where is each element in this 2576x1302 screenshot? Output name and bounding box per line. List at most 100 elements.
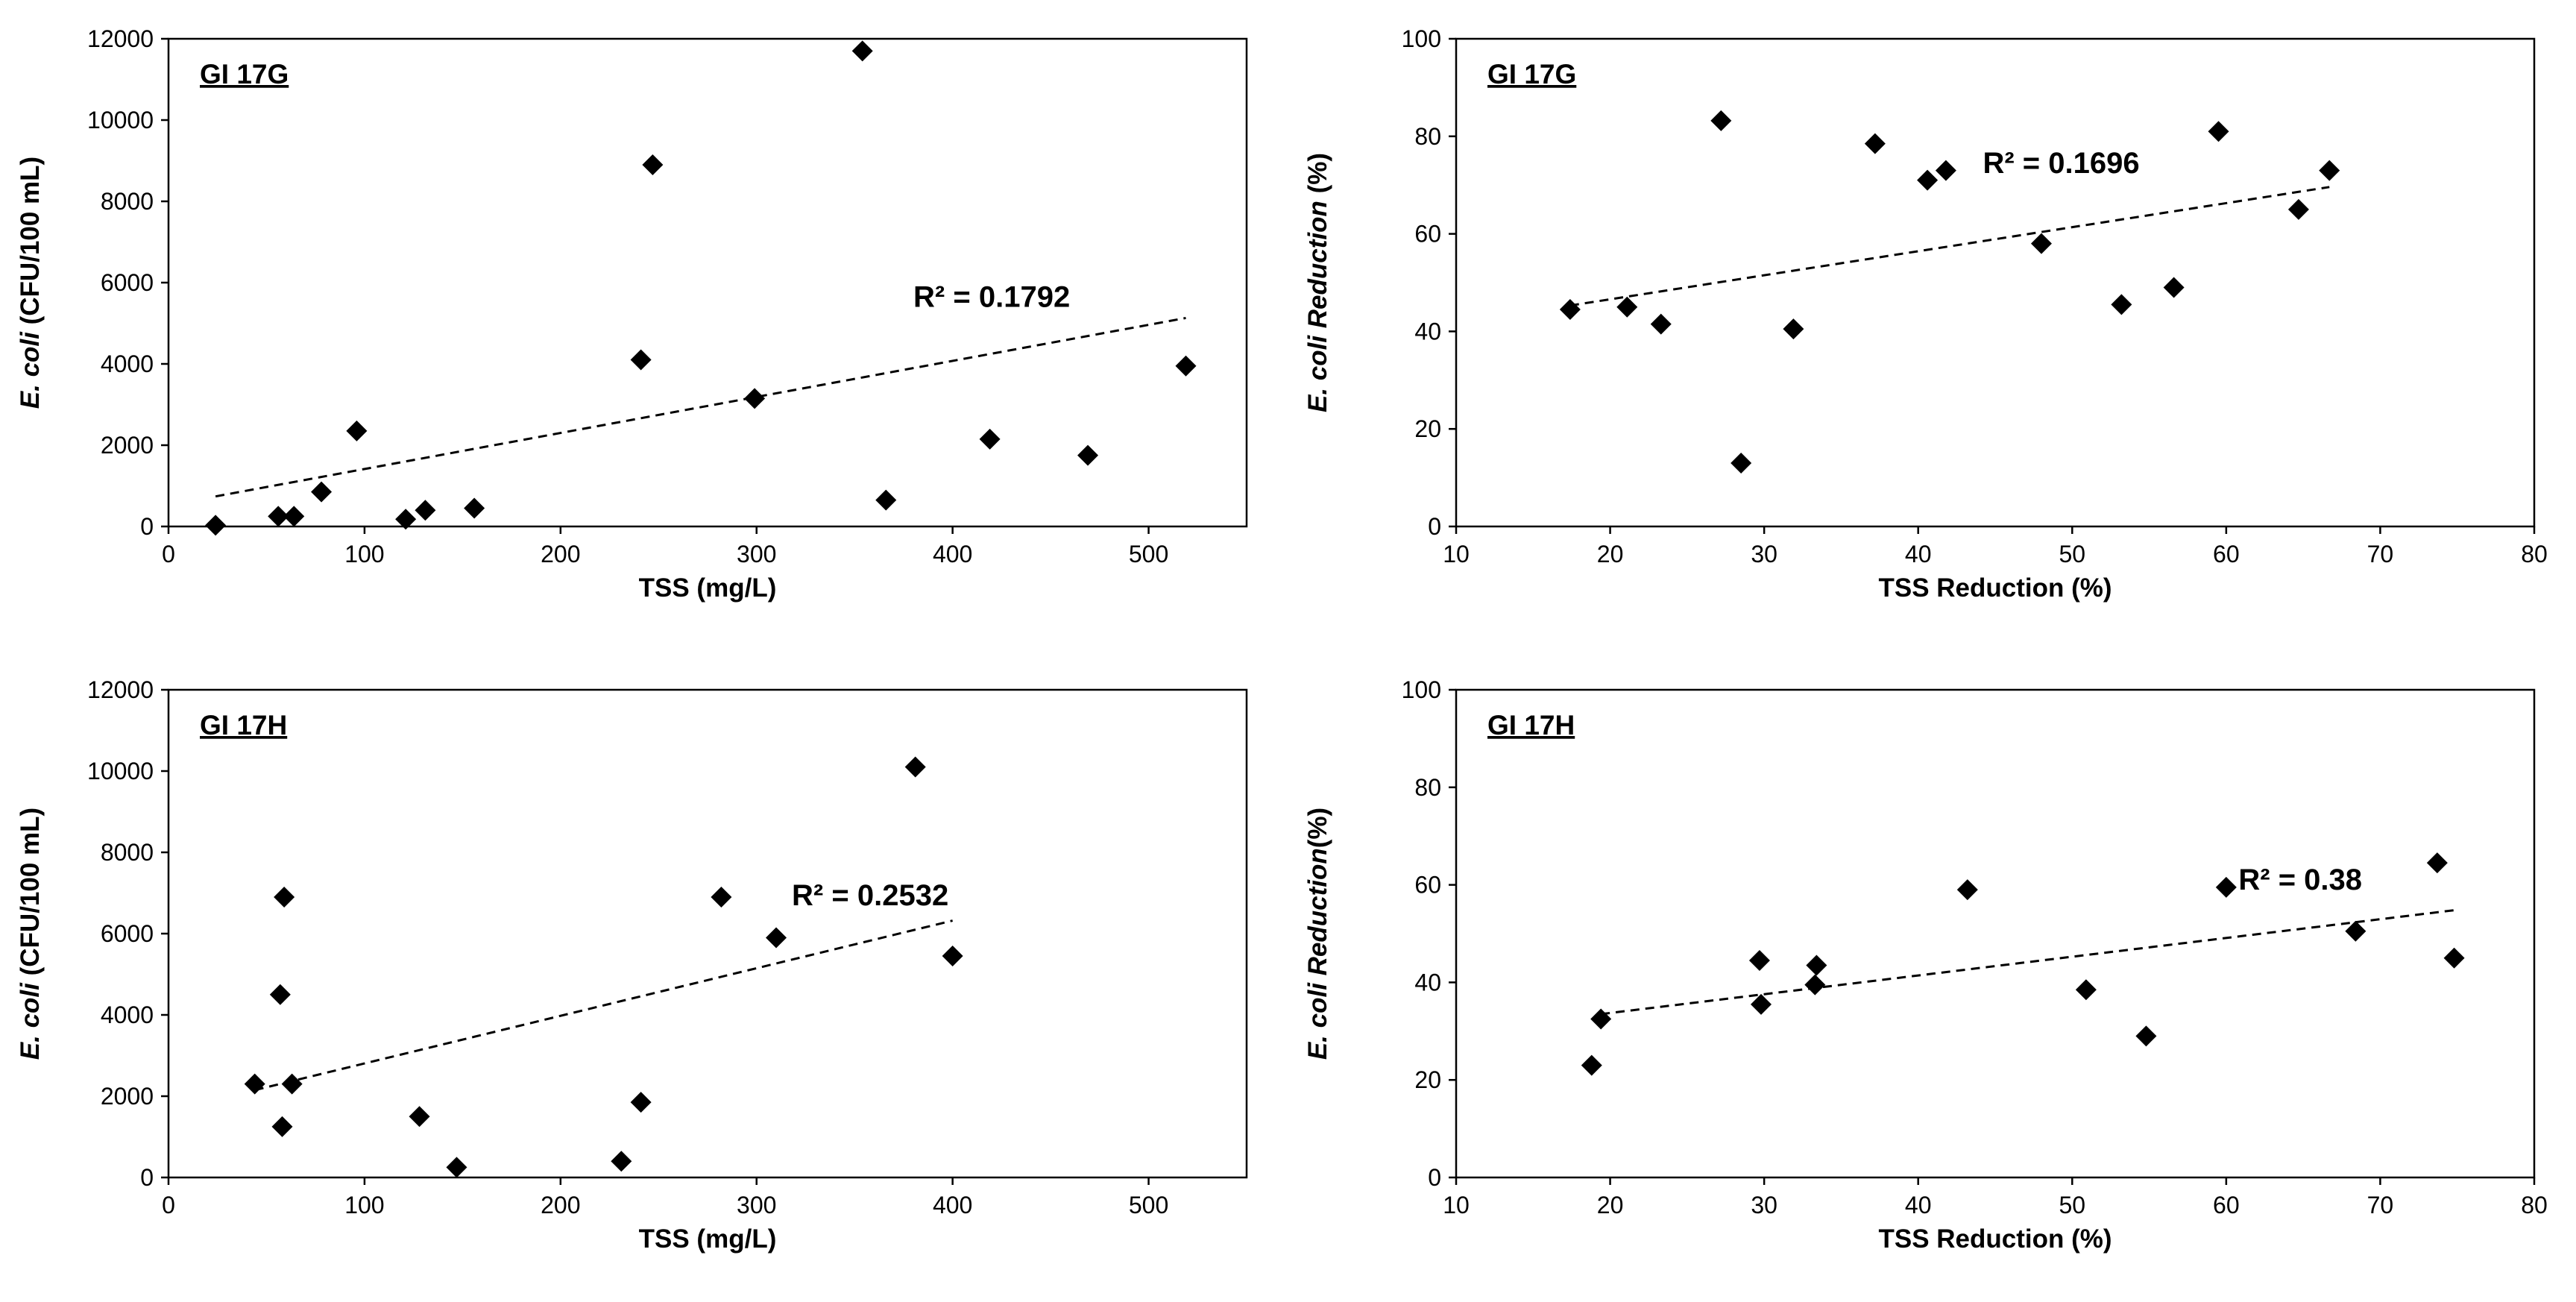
data-point-marker — [268, 506, 289, 527]
data-point-marker — [464, 497, 485, 519]
x-tick-label: 100 — [344, 541, 384, 567]
data-point-marker — [244, 1073, 265, 1095]
data-point-marker — [446, 1157, 467, 1178]
series-title: GI 17H — [1487, 710, 1575, 740]
data-point-marker — [205, 515, 227, 536]
data-point-marker — [2287, 198, 2309, 220]
y-tick-label: 8000 — [101, 188, 154, 215]
y-tick-label: 8000 — [101, 839, 154, 866]
y-tick-label: 10000 — [87, 107, 154, 133]
data-point-marker — [1935, 160, 1956, 181]
y-tick-label: 100 — [1402, 676, 1441, 703]
y-tick-label: 80 — [1414, 774, 1441, 801]
y-tick-label: 60 — [1414, 872, 1441, 899]
x-tick-label: 80 — [2521, 541, 2548, 567]
y-axis-label: E. coli (CFU/100 mL) — [16, 157, 45, 409]
y-tick-label: 10000 — [87, 758, 154, 784]
data-point-marker — [2208, 121, 2229, 142]
y-tick-label: 12000 — [87, 676, 154, 703]
data-point-marker — [611, 1151, 632, 1172]
data-point-marker — [1559, 298, 1581, 320]
x-tick-label: 30 — [1751, 1192, 1777, 1218]
x-axis-label: TSS (mg/L) — [639, 573, 777, 603]
x-tick-label: 30 — [1751, 541, 1777, 567]
data-point-marker — [281, 1073, 303, 1095]
data-point-marker — [2030, 233, 2052, 254]
data-point-marker — [2111, 294, 2132, 315]
x-tick-label: 70 — [2367, 541, 2394, 567]
r2-annotation: R² = 0.38 — [2238, 864, 2362, 896]
y-axis-label-unit: (%) — [1303, 153, 1332, 201]
r2-annotation: R² = 0.2532 — [792, 879, 948, 912]
y-tick-label: 40 — [1414, 318, 1441, 345]
y-axis-label-italic: E. coli Reduction — [1303, 848, 1332, 1060]
trendline — [254, 919, 953, 1092]
data-point-marker — [311, 481, 333, 503]
chart-svg: 10 20 30 40 50 60 70 80 0 20 40 60 80 100 TSS Reductio… — [1303, 25, 2548, 603]
x-tick-label: 40 — [1905, 1192, 1932, 1218]
chart-panel-top-left: 0 100 200 300 400 500 0 2000 4000 6000 8000 10000 12… — [0, 0, 1288, 651]
data-point-marker — [1751, 993, 1772, 1015]
y-tick-label: 0 — [1428, 513, 1441, 540]
plot-area-frame — [167, 688, 1248, 1179]
data-point-marker — [1917, 169, 1939, 191]
data-point-marker — [630, 1092, 652, 1113]
data-point-marker — [642, 154, 664, 175]
data-point-marker — [2163, 277, 2185, 298]
y-axis-label-unit: (%) — [1303, 808, 1332, 848]
y-axis-label-unit: (CFU/100 mL) — [16, 808, 45, 983]
data-point-marker — [2443, 947, 2465, 969]
y-tick-label: 2000 — [101, 1083, 154, 1110]
series-title: GI 17G — [1487, 59, 1576, 89]
data-point-marker — [1806, 955, 1827, 976]
data-point-marker — [269, 984, 291, 1005]
y-tick-label: 20 — [1414, 1066, 1441, 1093]
data-point-marker — [744, 388, 766, 409]
x-axis-label: TSS Reduction (%) — [1878, 1224, 2111, 1254]
data-point-marker — [2319, 160, 2340, 181]
x-tick-label: 0 — [162, 1192, 175, 1218]
data-point-marker — [1616, 296, 1638, 318]
x-axis-label: TSS (mg/L) — [639, 1224, 777, 1254]
x-tick-label: 500 — [1129, 541, 1168, 567]
data-point-marker — [415, 500, 436, 521]
data-point-marker — [1731, 452, 1752, 474]
y-tick-label: 0 — [140, 513, 154, 540]
trendline — [215, 316, 1186, 498]
series-title: GI 17G — [200, 59, 289, 89]
y-tick-label: 12000 — [87, 25, 154, 52]
data-point-marker — [766, 927, 787, 949]
chart-panel-bottom-left: 0 100 200 300 400 500 0 2000 4000 6000 8000 10000 12… — [0, 651, 1288, 1302]
data-point-marker — [346, 420, 368, 441]
y-axis-label: E. coli Reduction (%) — [1303, 153, 1332, 412]
x-tick-label: 200 — [541, 1192, 580, 1218]
y-tick-label: 40 — [1414, 969, 1441, 996]
x-tick-label: 400 — [933, 541, 972, 567]
data-point-marker — [1581, 1054, 1602, 1076]
y-axis-label-italic: E. coli Reduction — [1303, 201, 1332, 412]
data-point-marker — [2215, 876, 2237, 898]
x-tick-label: 10 — [1443, 1192, 1470, 1218]
data-point-marker — [1748, 949, 1770, 971]
data-point-marker — [875, 489, 897, 511]
data-point-marker — [2345, 920, 2366, 942]
x-tick-label: 100 — [344, 1192, 384, 1218]
data-point-marker — [2426, 852, 2448, 874]
x-tick-label: 80 — [2521, 1192, 2548, 1218]
y-tick-label: 80 — [1414, 123, 1441, 150]
y-tick-label: 0 — [140, 1164, 154, 1191]
x-tick-label: 10 — [1443, 541, 1470, 567]
x-axis-label: TSS Reduction (%) — [1878, 573, 2111, 603]
x-tick-label: 70 — [2367, 1192, 2394, 1218]
x-tick-label: 20 — [1597, 1192, 1624, 1218]
x-tick-label: 200 — [541, 541, 580, 567]
data-point-marker — [1590, 1008, 1612, 1030]
trendline — [1600, 909, 2454, 1016]
y-axis-label: E. coli Reduction(%) — [1303, 808, 1332, 1060]
x-tick-label: 20 — [1597, 541, 1624, 567]
data-point-marker — [271, 1116, 293, 1137]
y-tick-label: 60 — [1414, 221, 1441, 248]
x-tick-label: 500 — [1129, 1192, 1168, 1218]
y-tick-label: 4000 — [101, 350, 154, 377]
y-axis-label-italic: E. coli — [16, 982, 45, 1060]
